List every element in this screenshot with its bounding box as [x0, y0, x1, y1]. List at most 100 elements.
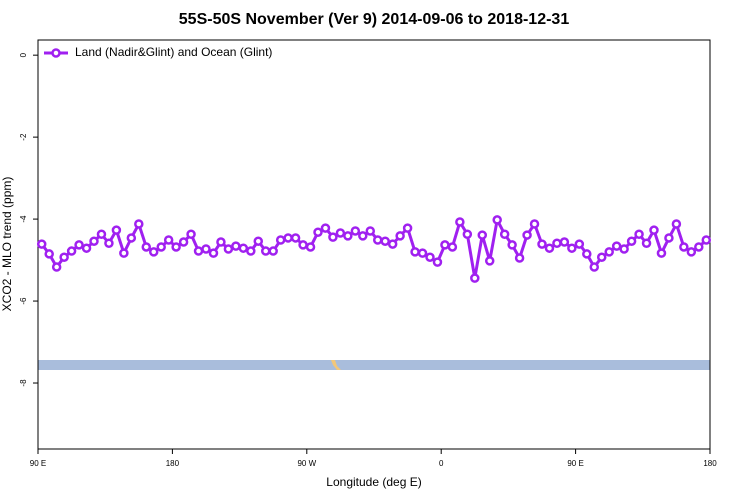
point [447, 242, 458, 252]
point [402, 223, 413, 233]
point [455, 217, 465, 227]
x-tick-label: 0 [439, 459, 444, 468]
map-land [331, 360, 341, 370]
point [36, 239, 47, 249]
x-tick-label: 180 [703, 459, 717, 468]
point [186, 229, 196, 240]
point [567, 243, 577, 253]
point [589, 262, 600, 272]
point [425, 252, 435, 262]
point [89, 236, 99, 246]
point [134, 219, 144, 229]
point [208, 248, 219, 258]
point [81, 243, 92, 253]
point [74, 240, 84, 250]
point [559, 237, 570, 247]
point [380, 236, 390, 246]
point [111, 225, 122, 235]
point [470, 273, 480, 283]
point [275, 235, 286, 245]
legend-label: Land (Nadir&Glint) and Ocean (Glint) [75, 45, 272, 59]
y-tick-label: -2 [19, 133, 28, 141]
point [335, 228, 346, 238]
point [537, 239, 547, 249]
point [350, 226, 361, 236]
y-axis-label: XCO2 - MLO trend (ppm) [0, 177, 14, 312]
point [522, 230, 532, 240]
point [604, 247, 614, 257]
chart-title: 55S-50S November (Ver 9) 2014-09-06 to 2… [179, 11, 570, 28]
point [552, 238, 562, 249]
point [596, 252, 607, 262]
point [313, 227, 323, 237]
point [626, 236, 637, 246]
point [634, 229, 644, 240]
point [387, 239, 398, 249]
point [96, 229, 107, 240]
point [664, 233, 674, 243]
point [201, 244, 211, 254]
y-tick-label: -8 [19, 379, 28, 387]
point [253, 236, 264, 246]
point [544, 243, 555, 253]
point [51, 262, 62, 272]
point [701, 235, 712, 245]
point [231, 241, 241, 251]
point [126, 233, 137, 243]
point [582, 249, 592, 259]
point [163, 235, 174, 245]
point [641, 238, 652, 249]
point [432, 257, 443, 267]
x-tick-label: 90 E [30, 459, 46, 468]
point [440, 240, 450, 250]
point [619, 244, 629, 254]
point [283, 233, 293, 243]
point [171, 242, 181, 252]
point [59, 252, 69, 262]
point [246, 246, 256, 256]
point [611, 241, 622, 251]
point [260, 246, 271, 256]
point [305, 242, 316, 252]
y-tick-label: -4 [19, 215, 28, 223]
point [328, 232, 338, 242]
point [417, 248, 428, 258]
point [507, 240, 517, 250]
point [649, 225, 659, 235]
point [462, 229, 473, 240]
point [492, 215, 502, 225]
point [372, 235, 383, 245]
point [365, 226, 376, 236]
point [290, 233, 301, 243]
point [238, 243, 249, 253]
point [141, 242, 152, 252]
point [679, 242, 689, 252]
point [268, 246, 278, 256]
point [358, 231, 368, 241]
map-strip [38, 360, 710, 370]
point [410, 247, 420, 257]
legend-marker [51, 48, 61, 58]
point [514, 253, 525, 263]
point [223, 244, 234, 254]
point [343, 231, 353, 241]
point [484, 256, 495, 266]
x-axis-label: Longitude (deg E) [326, 475, 421, 489]
point [216, 237, 226, 247]
point [193, 246, 204, 256]
point [156, 242, 166, 252]
point [119, 248, 129, 258]
point [320, 223, 331, 233]
point [104, 238, 114, 249]
y-tick-label: -6 [19, 297, 28, 305]
x-tick-label: 90 W [297, 459, 316, 468]
plot-frame [37, 39, 711, 450]
point [574, 239, 585, 249]
x-tick-label: 90 E [567, 459, 583, 468]
point [477, 230, 488, 240]
point [694, 242, 704, 252]
point [66, 246, 77, 256]
point [44, 249, 54, 259]
point [671, 219, 682, 229]
